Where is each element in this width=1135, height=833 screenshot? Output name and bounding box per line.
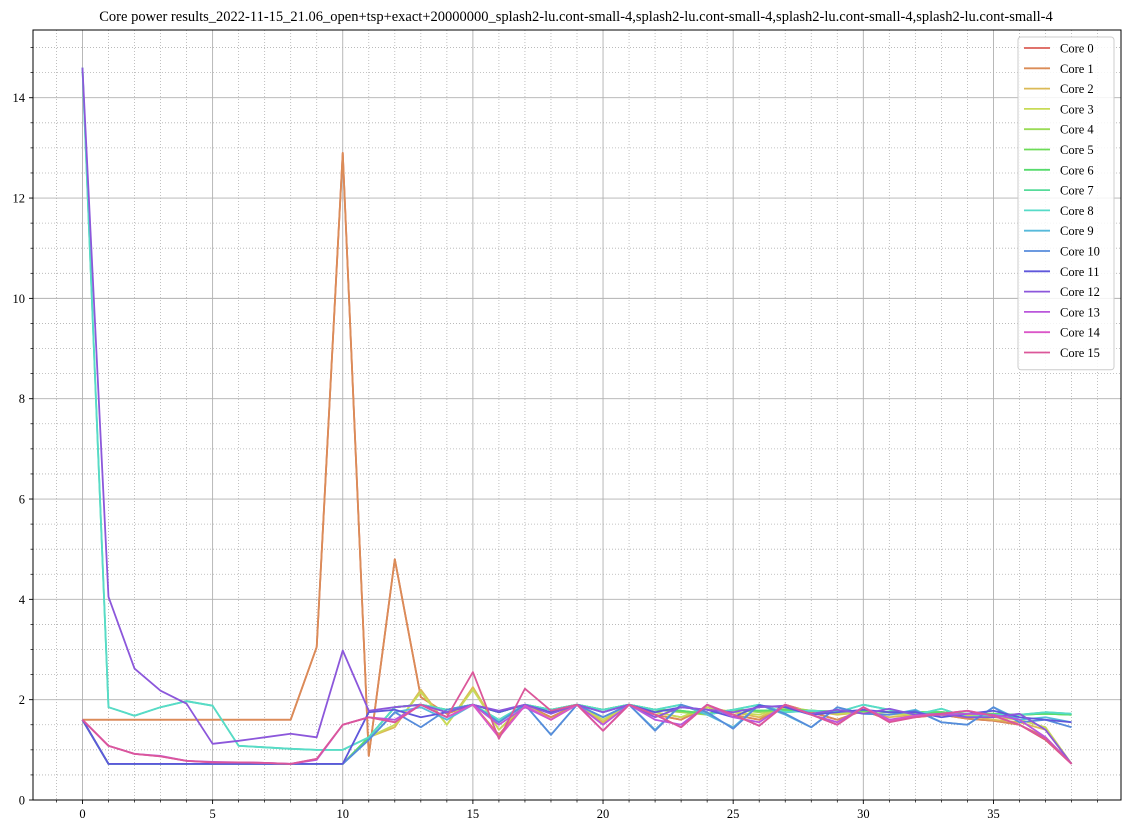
tick-label-y: 4 [19, 593, 26, 607]
x-axis: 0 5 10 15 20 25 30 35 [56, 800, 1098, 821]
legend-label: Core 8 [1060, 204, 1094, 218]
tick-label-x: 0 [79, 807, 85, 821]
legend-label: Core 3 [1060, 102, 1094, 116]
legend-label: Core 10 [1060, 245, 1100, 259]
tick-label-x: 15 [467, 807, 480, 821]
legend-label: Core 9 [1060, 224, 1094, 238]
tick-label-x: 10 [336, 807, 349, 821]
legend-label: Core 5 [1060, 143, 1094, 157]
tick-label-y: 2 [19, 693, 25, 707]
legend: Core 0 Core 1 Core 2 Core 3 Core 4 Core 5 Core… [1017, 36, 1115, 371]
tick-label-y: 12 [13, 192, 26, 206]
legend-label: Core 11 [1060, 265, 1099, 279]
legend-label: Core 15 [1060, 346, 1100, 360]
series-group [81, 67, 1073, 765]
tick-label-y: 8 [19, 392, 25, 406]
tick-label-y: 10 [13, 292, 26, 306]
tick-label-y: 6 [19, 493, 25, 507]
series-line [81, 686, 1073, 765]
tick-label-x: 30 [857, 807, 870, 821]
tick-label-x: 25 [727, 807, 740, 821]
legend-label: Core 6 [1060, 163, 1094, 177]
y-axis: 0 2 4 6 8 10 12 14 [13, 47, 33, 808]
legend-label: Core 4 [1060, 123, 1094, 137]
legend-label: Core 0 [1060, 42, 1094, 56]
tick-label-y: 14 [13, 91, 26, 105]
series-line [81, 671, 1073, 765]
chart-title: Core power results_2022-11-15_21.06_open… [99, 9, 1053, 25]
tick-label-y: 0 [19, 794, 25, 808]
legend-label: Core 12 [1060, 285, 1100, 299]
series-line [81, 67, 1073, 765]
legend-box [1017, 36, 1115, 371]
legend-label: Core 7 [1060, 184, 1094, 198]
tick-label-x: 20 [597, 807, 610, 821]
legend-label: Core 1 [1060, 62, 1094, 76]
tick-label-x: 5 [209, 807, 215, 821]
tick-label-x: 35 [987, 807, 1000, 821]
legend-label: Core 2 [1060, 82, 1094, 96]
legend-label: Core 13 [1060, 305, 1100, 319]
minor-grid [33, 30, 1121, 800]
legend-label: Core 14 [1060, 326, 1101, 340]
